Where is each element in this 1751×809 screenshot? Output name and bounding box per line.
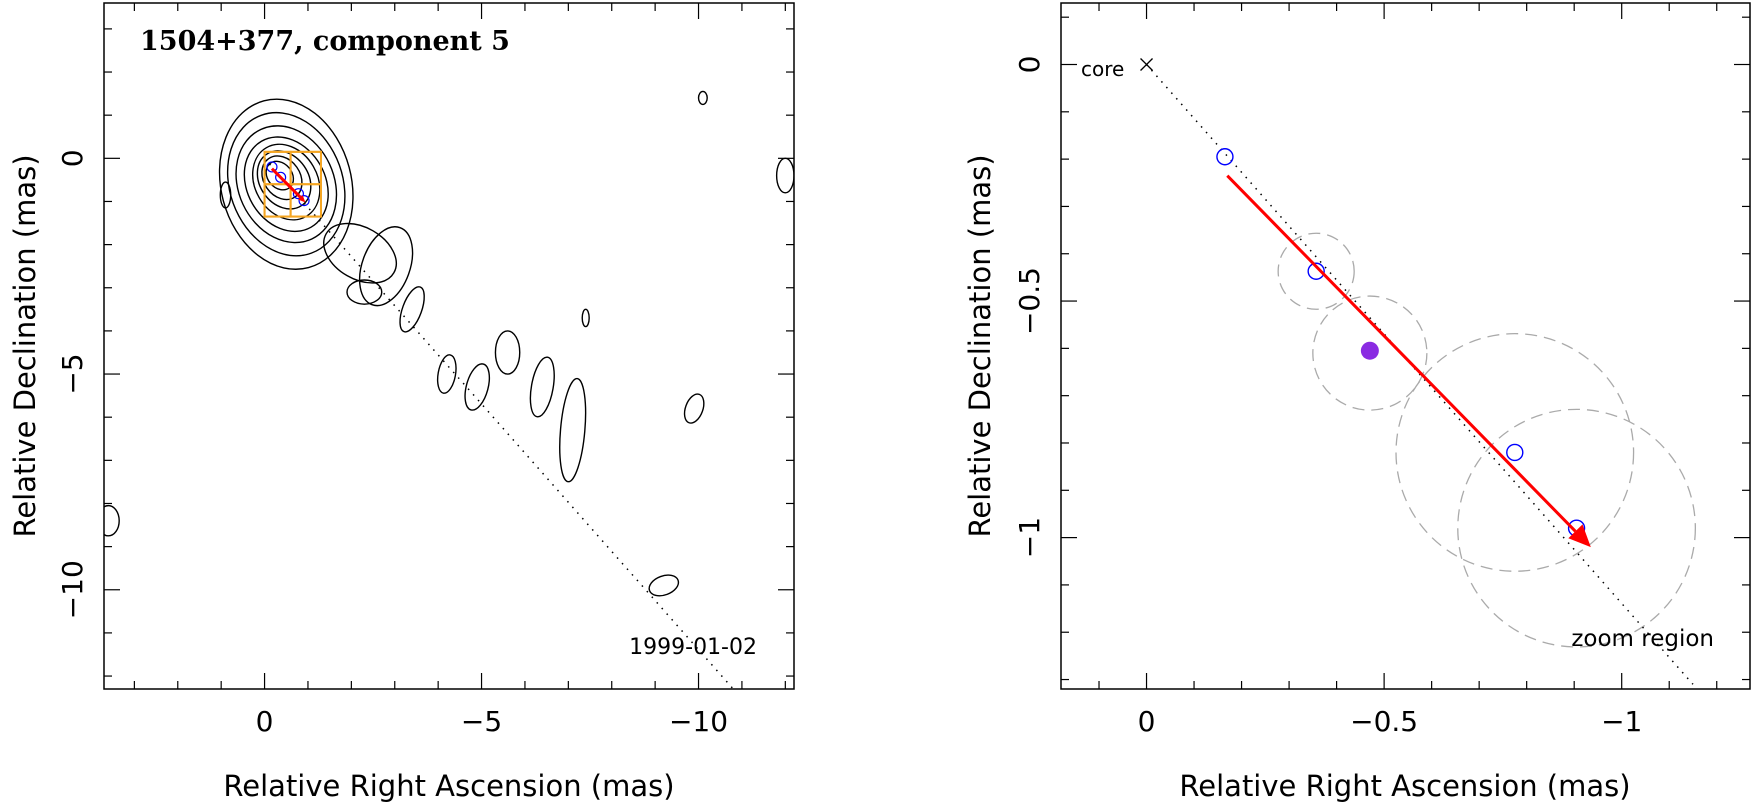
- zoom-region-label: zoom region: [1571, 626, 1714, 652]
- component-position: [298, 195, 310, 207]
- x-tick-labels: 0 −0.5 −1: [1138, 705, 1643, 738]
- x-tick-label: 0: [256, 705, 274, 738]
- component-position: [275, 171, 287, 183]
- x-tick-label: −1: [1601, 705, 1642, 738]
- contour-line: [219, 181, 232, 209]
- error-circle: [1312, 295, 1428, 411]
- x-tick-label: −0.5: [1350, 705, 1418, 738]
- component-position: [292, 188, 305, 200]
- contour-line: [399, 286, 425, 333]
- x-tick-label: −10: [669, 705, 728, 738]
- component-position: [1216, 148, 1234, 166]
- y-tick-label: −10: [56, 560, 89, 619]
- x-tick-label: 0: [1138, 705, 1156, 738]
- x-axis-label: Relative Right Ascension (mas): [223, 769, 674, 803]
- y-tick-label: 0: [1013, 56, 1046, 74]
- y-tick-labels: 0 −5 −10: [56, 149, 89, 619]
- contour-line: [218, 98, 354, 270]
- contour-line: [436, 354, 457, 394]
- contour-line: [494, 330, 521, 375]
- motion-arrow-head: [1568, 524, 1591, 548]
- motion-arrow: [1226, 174, 1591, 548]
- motion-arrow: [270, 167, 306, 203]
- contour-line: [323, 222, 397, 284]
- right-panel: 0 −0.5 −1 0 −0.5 −1 core zoom region Relativ…: [963, 2, 1751, 803]
- y-tick-labels: 0 −0.5 −1: [1013, 56, 1046, 559]
- component-position: [266, 161, 278, 173]
- jet-axis-line: [264, 157, 734, 689]
- contour-line: [104, 504, 120, 537]
- plot-frame: [1060, 2, 1751, 690]
- component-position-layer: [1140, 58, 1586, 537]
- contour-line: [775, 157, 794, 194]
- core-label: core: [1081, 57, 1124, 81]
- contour-line: [697, 90, 708, 106]
- contour-line: [529, 356, 555, 418]
- motion-arrow-head: [298, 195, 306, 203]
- plot-frame: [103, 2, 795, 690]
- date-label: 1999-01-02: [629, 635, 757, 660]
- y-axis-label: Relative Declination (mas): [8, 154, 42, 537]
- y-tick-label: 0: [56, 149, 89, 167]
- error-circle: [1457, 408, 1697, 648]
- contour-line: [464, 363, 491, 411]
- contour-line: [235, 125, 338, 244]
- y-tick-label: −1: [1013, 517, 1046, 558]
- error-circle: [1395, 333, 1635, 572]
- y-axis-label: Relative Declination (mas): [963, 154, 997, 537]
- component-position-layer: [266, 161, 310, 207]
- error-circle: [1277, 232, 1355, 310]
- x-tick-labels: 0 −5 −10: [256, 705, 728, 738]
- motion-arrow-shaft: [1226, 174, 1577, 533]
- tick-marks: [1061, 3, 1750, 689]
- component-position: [1506, 443, 1524, 462]
- tick-marks: [104, 3, 794, 689]
- x-tick-label: −5: [461, 705, 502, 738]
- zoom-box: [289, 150, 322, 186]
- contour-line: [346, 279, 383, 305]
- contour-line: [648, 574, 680, 597]
- jet-axis: [264, 157, 734, 689]
- core-marker: [1140, 58, 1153, 71]
- x-axis-label: Relative Right Ascension (mas): [1179, 769, 1630, 803]
- contour-line: [581, 308, 590, 328]
- chart-title: 1504+377, component 5: [140, 26, 510, 57]
- contour-line: [226, 111, 346, 257]
- zoom-box: [289, 183, 322, 218]
- error-circle-layer: [1277, 232, 1697, 648]
- contour-line: [683, 393, 705, 424]
- left-panel: 0 −5 −10 0 −5 −10 1504+377, component 5 1999…: [8, 2, 795, 803]
- component-position: [1307, 262, 1325, 280]
- reference-point: [1360, 341, 1379, 360]
- contour-line: [559, 377, 587, 483]
- contour-layer: [104, 90, 794, 597]
- y-tick-label: −5: [56, 353, 89, 394]
- y-tick-label: −0.5: [1013, 267, 1046, 335]
- contour-line: [358, 226, 414, 307]
- zoom-box-layer: [263, 150, 322, 218]
- zoom-box: [263, 183, 292, 218]
- motion-arrow-shaft: [270, 167, 302, 199]
